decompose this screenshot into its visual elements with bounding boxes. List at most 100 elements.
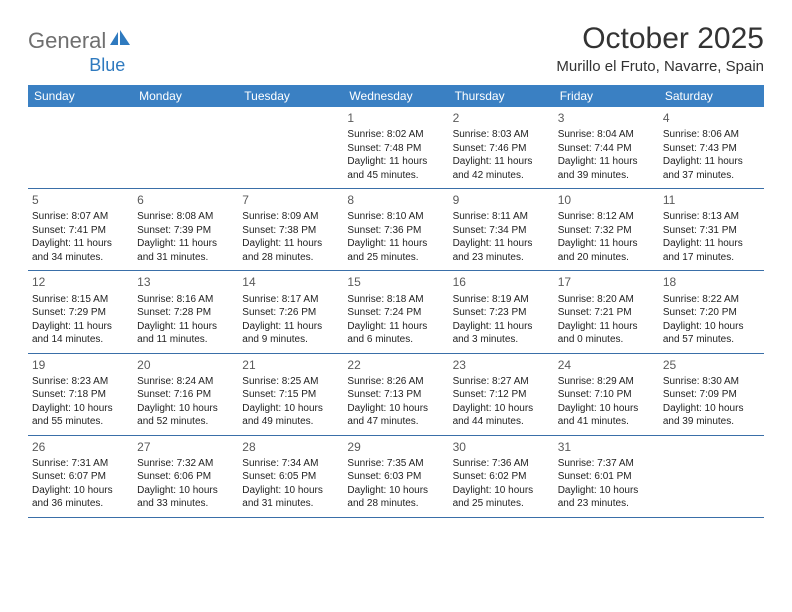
day-cell-empty [133, 107, 238, 188]
day-info-line: Sunrise: 8:16 AM [137, 293, 234, 307]
day-info-line: Daylight: 10 hours [32, 402, 129, 416]
day-cell: 23Sunrise: 8:27 AMSunset: 7:12 PMDayligh… [449, 354, 554, 435]
day-cell: 12Sunrise: 8:15 AMSunset: 7:29 PMDayligh… [28, 271, 133, 352]
calendar-grid: SundayMondayTuesdayWednesdayThursdayFrid… [28, 85, 764, 518]
day-info-line: Sunrise: 8:23 AM [32, 375, 129, 389]
day-number: 6 [137, 192, 234, 208]
day-info-line: and 20 minutes. [558, 251, 655, 265]
day-cell: 15Sunrise: 8:18 AMSunset: 7:24 PMDayligh… [343, 271, 448, 352]
day-info-line: Sunset: 6:06 PM [137, 470, 234, 484]
day-info-line: Sunset: 7:16 PM [137, 388, 234, 402]
day-number: 10 [558, 192, 655, 208]
page-header: General Blue October 2025 Murillo el Fru… [28, 22, 764, 75]
day-cell: 22Sunrise: 8:26 AMSunset: 7:13 PMDayligh… [343, 354, 448, 435]
day-number: 28 [242, 439, 339, 455]
day-info-line: Sunset: 7:20 PM [663, 306, 760, 320]
day-cell: 31Sunrise: 7:37 AMSunset: 6:01 PMDayligh… [554, 436, 659, 517]
day-info-line: Sunset: 7:12 PM [453, 388, 550, 402]
day-number: 19 [32, 357, 129, 373]
day-number: 5 [32, 192, 129, 208]
dow-cell: Monday [133, 85, 238, 107]
day-info-line: Sunset: 7:24 PM [347, 306, 444, 320]
day-info-line: Sunrise: 8:15 AM [32, 293, 129, 307]
day-info-line: and 49 minutes. [242, 415, 339, 429]
day-cell: 10Sunrise: 8:12 AMSunset: 7:32 PMDayligh… [554, 189, 659, 270]
day-info-line: Daylight: 10 hours [453, 402, 550, 416]
day-info-line: Sunset: 7:36 PM [347, 224, 444, 238]
day-cell-empty [238, 107, 343, 188]
day-cell: 30Sunrise: 7:36 AMSunset: 6:02 PMDayligh… [449, 436, 554, 517]
day-cell: 6Sunrise: 8:08 AMSunset: 7:39 PMDaylight… [133, 189, 238, 270]
day-cell: 19 Sunrise: 8:23 AMSunset: 7:18 PMDayligh… [28, 354, 133, 435]
day-cell: 14Sunrise: 8:17 AMSunset: 7:26 PMDayligh… [238, 271, 343, 352]
day-cell: 29Sunrise: 7:35 AMSunset: 6:03 PMDayligh… [343, 436, 448, 517]
day-info-line: and 44 minutes. [453, 415, 550, 429]
day-number: 17 [558, 274, 655, 290]
day-info-line: Daylight: 11 hours [137, 320, 234, 334]
day-info-line: Daylight: 11 hours [453, 155, 550, 169]
day-info-line: and 55 minutes. [32, 415, 129, 429]
day-info-line: Daylight: 11 hours [558, 155, 655, 169]
day-info-line: Sunrise: 7:37 AM [558, 457, 655, 471]
day-info-line: Daylight: 11 hours [347, 155, 444, 169]
dow-cell: Friday [554, 85, 659, 107]
day-info-line: Sunset: 7:48 PM [347, 142, 444, 156]
weeks-container: 1Sunrise: 8:02 AMSunset: 7:48 PMDaylight… [28, 107, 764, 518]
day-number: 25 [663, 357, 760, 373]
day-info-line: Sunset: 7:18 PM [32, 388, 129, 402]
day-number: 9 [453, 192, 550, 208]
day-info-line: Sunrise: 8:07 AM [32, 210, 129, 224]
day-cell: 3Sunrise: 8:04 AMSunset: 7:44 PMDaylight… [554, 107, 659, 188]
day-info-line: Daylight: 11 hours [32, 320, 129, 334]
logo: General Blue [28, 22, 133, 54]
day-info-line: Sunrise: 8:22 AM [663, 293, 760, 307]
day-info-line: Sunrise: 7:36 AM [453, 457, 550, 471]
day-cell: 11Sunrise: 8:13 AMSunset: 7:31 PMDayligh… [659, 189, 764, 270]
location-text: Murillo el Fruto, Navarre, Spain [556, 58, 764, 75]
day-number: 18 [663, 274, 760, 290]
day-info-line: Sunset: 6:01 PM [558, 470, 655, 484]
day-info-line: and 25 minutes. [453, 497, 550, 511]
day-info-line: Sunrise: 8:25 AM [242, 375, 339, 389]
day-info-line: Sunset: 7:34 PM [453, 224, 550, 238]
dow-cell: Saturday [659, 85, 764, 107]
day-info-line: Sunset: 7:38 PM [242, 224, 339, 238]
day-info-line: and 52 minutes. [137, 415, 234, 429]
day-info-line: Sunset: 7:44 PM [558, 142, 655, 156]
day-cell: 27Sunrise: 7:32 AMSunset: 6:06 PMDayligh… [133, 436, 238, 517]
day-info-line: Sunrise: 8:08 AM [137, 210, 234, 224]
day-info-line: Sunrise: 7:34 AM [242, 457, 339, 471]
day-info-line: Sunrise: 8:10 AM [347, 210, 444, 224]
day-number: 14 [242, 274, 339, 290]
day-info-line: Sunset: 7:28 PM [137, 306, 234, 320]
day-cell: 9Sunrise: 8:11 AMSunset: 7:34 PMDaylight… [449, 189, 554, 270]
week-row: 5Sunrise: 8:07 AMSunset: 7:41 PMDaylight… [28, 189, 764, 271]
day-info-line: and 3 minutes. [453, 333, 550, 347]
day-info-line: Sunset: 7:13 PM [347, 388, 444, 402]
day-info-line: and 0 minutes. [558, 333, 655, 347]
logo-text-blue: Blue [89, 55, 125, 76]
day-cell: 21Sunrise: 8:25 AMSunset: 7:15 PMDayligh… [238, 354, 343, 435]
day-info-line: Sunset: 7:46 PM [453, 142, 550, 156]
day-info-line: and 9 minutes. [242, 333, 339, 347]
day-info-line: and 14 minutes. [32, 333, 129, 347]
day-number: 24 [558, 357, 655, 373]
day-info-line: Daylight: 10 hours [242, 402, 339, 416]
day-info-line: Daylight: 11 hours [347, 320, 444, 334]
day-number: 21 [242, 357, 339, 373]
day-cell: 16Sunrise: 8:19 AMSunset: 7:23 PMDayligh… [449, 271, 554, 352]
day-info-line: Sunrise: 8:26 AM [347, 375, 444, 389]
day-info-line: Sunrise: 8:19 AM [453, 293, 550, 307]
week-row: 1Sunrise: 8:02 AMSunset: 7:48 PMDaylight… [28, 107, 764, 189]
day-info-line: Daylight: 10 hours [32, 484, 129, 498]
dow-cell: Wednesday [343, 85, 448, 107]
day-cell: 28Sunrise: 7:34 AMSunset: 6:05 PMDayligh… [238, 436, 343, 517]
day-cell: 26Sunrise: 7:31 AMSunset: 6:07 PMDayligh… [28, 436, 133, 517]
dow-cell: Sunday [28, 85, 133, 107]
day-info-line: and 39 minutes. [558, 169, 655, 183]
day-number: 12 [32, 274, 129, 290]
day-info-line: Sunset: 7:09 PM [663, 388, 760, 402]
day-number: 26 [32, 439, 129, 455]
day-cell: 25Sunrise: 8:30 AMSunset: 7:09 PMDayligh… [659, 354, 764, 435]
day-info-line: Daylight: 11 hours [453, 320, 550, 334]
